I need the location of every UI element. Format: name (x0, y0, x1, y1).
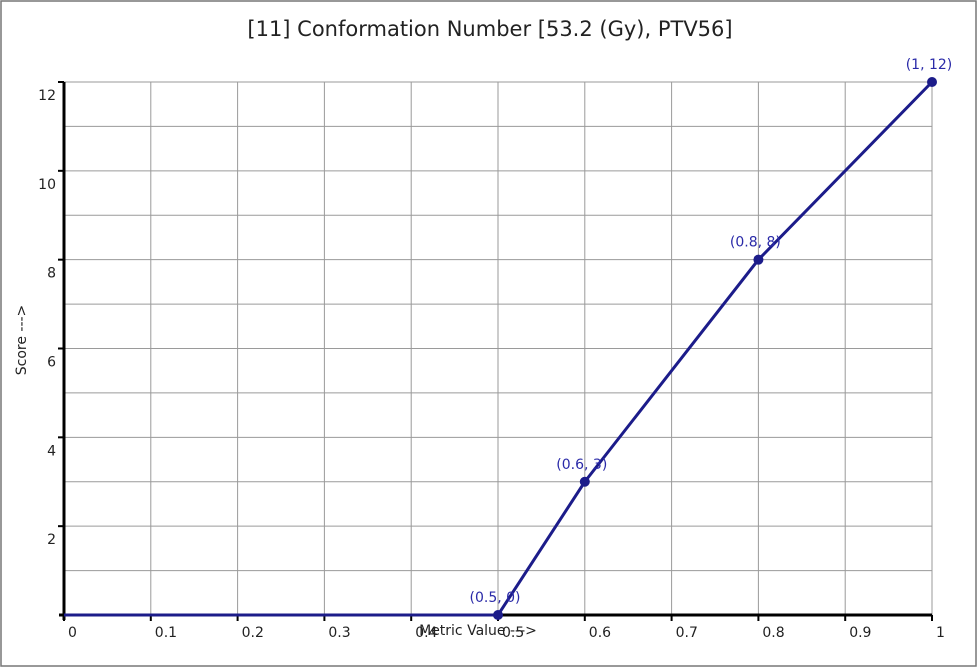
point-label: (0.6, 3) (556, 457, 607, 473)
y-tick-label: 8 (47, 266, 56, 282)
y-tick-label: 10 (38, 177, 56, 193)
x-tick-label: 0.2 (242, 625, 264, 641)
y-tick-label: 2 (47, 532, 56, 548)
point (493, 610, 503, 620)
x-tick-label: 0.7 (676, 625, 698, 641)
point (753, 254, 764, 265)
x-tick-label: 0.3 (328, 625, 350, 641)
y-tick-label: 4 (47, 443, 56, 459)
point (579, 476, 590, 487)
x-tick-label: 0.8 (762, 625, 784, 641)
point-label: (1, 12) (906, 57, 953, 73)
x-tick-label: 0.5 (502, 625, 524, 641)
point (927, 77, 937, 87)
x-axis-label: Metric Value ---> (419, 623, 537, 639)
x-tick-label: 1 (936, 625, 945, 641)
point-label: (0.5, 0) (470, 590, 521, 606)
x-tick-label: 0.9 (849, 625, 871, 641)
chart-title: [11] Conformation Number [53.2 (Gy), PTV… (247, 17, 732, 41)
y-axis-label: Score ---> (14, 305, 30, 376)
x-tick-label: 0.4 (415, 625, 437, 641)
y-tick-label: 6 (47, 355, 56, 371)
x-tick-label: 0.1 (155, 625, 177, 641)
y-tick-label: 12 (38, 88, 56, 104)
x-tick-label: 0.6 (589, 625, 611, 641)
point-label: (0.8, 8) (730, 235, 781, 251)
x-tick-label: 0 (68, 625, 77, 641)
